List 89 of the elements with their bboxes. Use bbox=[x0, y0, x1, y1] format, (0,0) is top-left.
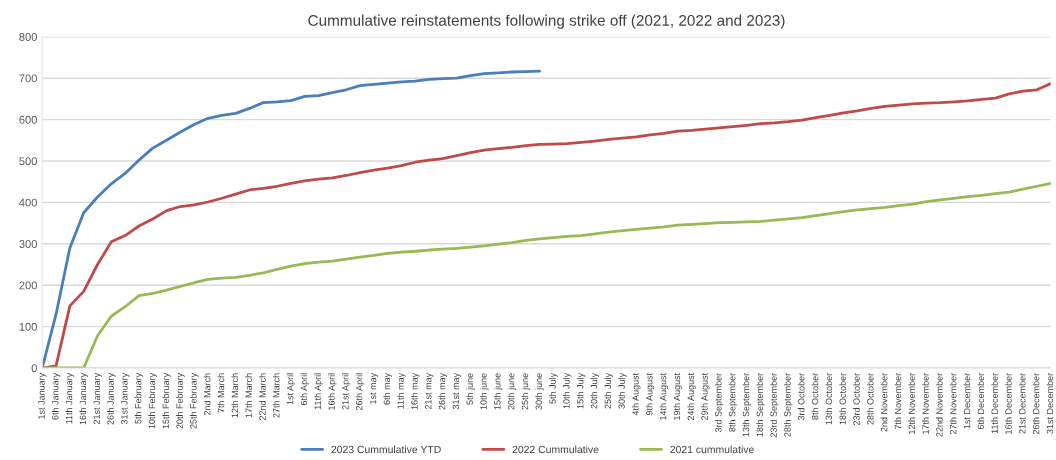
y-tick-label: 800 bbox=[19, 33, 37, 41]
chart-title: Cummulative reinstatements following strike off (2021, 2022 and 2023) bbox=[308, 14, 785, 29]
legend-label: 2022 Cummulative bbox=[512, 445, 599, 454]
legend-label: 2023 Cummulative YTD bbox=[331, 445, 441, 454]
x-tick-label: 13th September bbox=[742, 373, 751, 437]
x-tick-label: 20th February bbox=[176, 372, 185, 429]
x-tick-label: 16th may bbox=[411, 372, 420, 410]
x-tick-label: 26th April bbox=[355, 373, 365, 411]
y-tick-label: 200 bbox=[19, 281, 37, 290]
x-tick-label: 2nd March bbox=[203, 373, 211, 416]
x-tick-label: 18th October bbox=[839, 373, 846, 425]
x-tick-label: 27th March bbox=[272, 373, 280, 418]
x-tick-label: 1st January bbox=[38, 372, 47, 419]
x-tick-label: 5th February bbox=[134, 372, 144, 424]
x-tick-label: 23rd October bbox=[853, 373, 860, 426]
x-tick-label: 22nd November bbox=[935, 373, 943, 437]
x-tick-label: 15th July bbox=[576, 372, 586, 409]
x-tick-label: 10th July bbox=[562, 372, 572, 409]
x-tick-label: 16th April bbox=[328, 373, 337, 410]
x-tick-label: 8th September bbox=[728, 373, 738, 432]
x-tick-label: 25th june bbox=[521, 373, 530, 410]
x-tick-label: 15th june bbox=[493, 373, 503, 410]
x-tick-label: 6th may bbox=[383, 372, 392, 405]
x-tick-label: 28th September bbox=[784, 373, 793, 437]
x-tick-label: 10th june bbox=[480, 373, 489, 410]
x-tick-label: 11th January bbox=[65, 372, 75, 424]
x-tick-label: 5th june bbox=[466, 373, 475, 405]
x-tick-label: 24th August bbox=[687, 372, 696, 421]
x-tick-label: 1st April bbox=[286, 373, 296, 405]
x-tick-label: 21st December bbox=[1018, 373, 1026, 434]
x-tick-label: 16th January bbox=[79, 372, 88, 425]
x-tick-label: 26th January bbox=[107, 372, 116, 425]
x-tick-label: 19th August bbox=[673, 372, 682, 420]
legend-label: 2021 cummulative bbox=[670, 445, 754, 454]
x-tick-label: 10th February bbox=[148, 372, 157, 429]
x-tick-label: 21st April bbox=[341, 373, 351, 410]
y-tick-label: 700 bbox=[19, 74, 37, 83]
x-tick-label: 21st may bbox=[425, 372, 434, 410]
x-tick-label: 31st may bbox=[452, 372, 461, 410]
x-tick-label: 27th November bbox=[949, 373, 957, 435]
x-tick-label: 12th March bbox=[231, 373, 239, 418]
x-tick-label: 25th July bbox=[604, 372, 613, 409]
x-tick-label: 31st December bbox=[1046, 373, 1054, 434]
x-tick-label: 13th October bbox=[825, 373, 833, 425]
x-tick-label: 2nd November bbox=[880, 373, 888, 432]
y-tick-label: 300 bbox=[19, 240, 37, 248]
x-tick-label: 25th February bbox=[189, 372, 199, 429]
x-tick-label: 8th October bbox=[811, 373, 819, 420]
line-series bbox=[42, 82, 1051, 368]
x-tick-label: 3rd September bbox=[714, 373, 724, 433]
line-series bbox=[42, 69, 541, 368]
x-tick-label: 20th june bbox=[507, 373, 517, 410]
y-tick-label: 100 bbox=[19, 322, 37, 331]
x-tick-label: 6th January bbox=[51, 372, 61, 420]
x-tick-label: 1st may bbox=[369, 372, 378, 404]
x-tick-label: 20th July bbox=[590, 372, 600, 409]
x-tick-label: 12th November bbox=[908, 373, 915, 434]
y-tick-label: 600 bbox=[19, 115, 37, 124]
x-tick-label: 11th April bbox=[314, 373, 323, 410]
x-tick-label: 9th August bbox=[645, 372, 655, 416]
x-tick-label: 29th August bbox=[701, 372, 710, 421]
x-tick-label: 7th November bbox=[894, 373, 902, 430]
x-tick-label: 5th July bbox=[549, 372, 558, 404]
x-tick-label: 11th December bbox=[991, 373, 998, 434]
x-tick-label: 4th August bbox=[632, 372, 641, 416]
x-tick-label: 15th February bbox=[162, 372, 171, 429]
y-tick-label: 500 bbox=[19, 157, 37, 166]
x-tick-label: 17th March bbox=[245, 373, 252, 418]
x-tick-label: 17th November bbox=[922, 373, 929, 434]
y-tick-label: 400 bbox=[19, 198, 37, 207]
x-tick-label: 30th june bbox=[535, 373, 544, 410]
x-tick-label: 26th may bbox=[438, 372, 448, 410]
x-tick-label: 30th July bbox=[618, 372, 627, 409]
x-tick-label: 6th December bbox=[977, 373, 985, 430]
x-tick-label: 6th April bbox=[300, 373, 309, 406]
x-tick-label: 31st January bbox=[121, 372, 130, 425]
y-tick-label: 0 bbox=[31, 364, 37, 373]
x-tick-label: 23rd September bbox=[770, 373, 779, 438]
x-tick-label: 26th December bbox=[1032, 373, 1040, 435]
x-tick-label: 1st December bbox=[963, 373, 971, 429]
x-tick-label: 7th March bbox=[217, 373, 225, 413]
x-tick-label: 14th August bbox=[659, 372, 669, 420]
x-tick-label: 3rd October bbox=[797, 373, 805, 421]
x-tick-label: 16th December bbox=[1005, 373, 1012, 434]
x-tick-label: 18th September bbox=[756, 373, 765, 437]
x-tick-label: 22nd March bbox=[259, 373, 266, 421]
x-tick-label: 11th may bbox=[397, 372, 406, 409]
x-tick-label: 21st January bbox=[93, 372, 102, 425]
x-tick-label: 28th October bbox=[866, 373, 874, 425]
